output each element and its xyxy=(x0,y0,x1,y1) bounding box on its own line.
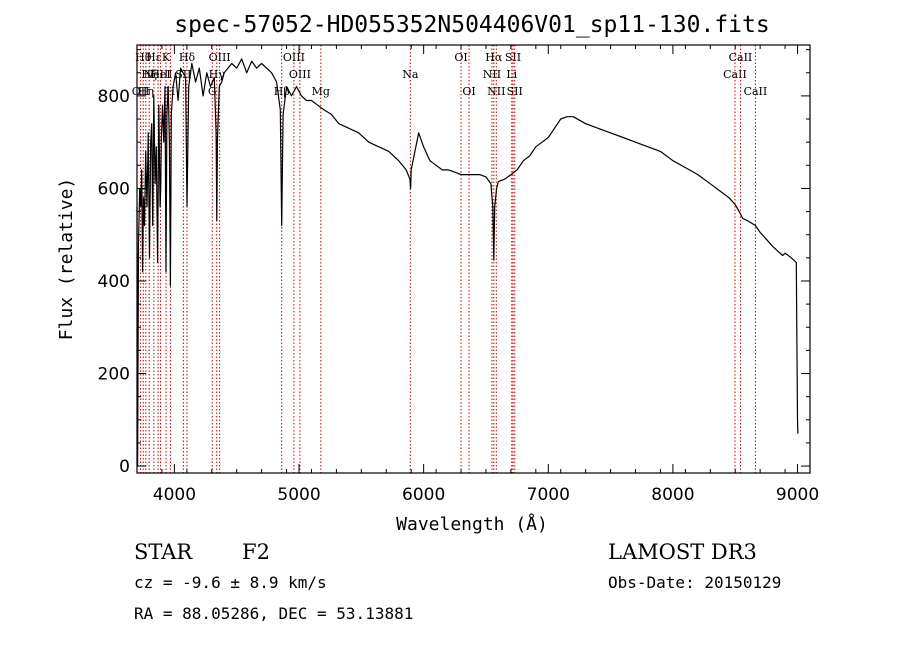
line-marker-label: NII xyxy=(487,85,505,98)
line-marker-label: OI xyxy=(462,85,475,98)
y-tick-label: 0 xyxy=(119,457,130,477)
line-marker-label: Hη xyxy=(138,85,154,98)
line-marker-label: NII xyxy=(483,68,501,81)
line-marker-label: Hγ xyxy=(209,68,226,81)
chart-title: spec-57052-HD055352N504406V01_sp11-130.f… xyxy=(174,12,769,38)
plot-frame xyxy=(136,44,811,474)
line-marker-label: SII xyxy=(507,85,523,98)
line-marker-label: OIII xyxy=(209,51,231,64)
tick-labels: 4000 5000 6000 7000 8000 9000 0 200 400 600 800 xyxy=(98,87,820,505)
line-marker-label: CaII xyxy=(729,51,753,64)
line-marker-label: OIII xyxy=(289,68,311,81)
object-class: STAR xyxy=(134,540,193,564)
sky-coordinates: RA = 88.05286, DEC = 53.13881 xyxy=(134,604,414,623)
line-marker-label: HeI xyxy=(150,68,170,81)
y-tick-label: 600 xyxy=(98,179,130,199)
x-tick-label: 6000 xyxy=(402,485,445,505)
spectrum-line xyxy=(136,58,799,467)
line-marker-label: OIII xyxy=(283,51,305,64)
line-marker-label: Hε xyxy=(146,51,162,64)
x-tick-label: 5000 xyxy=(277,485,320,505)
observation-date: Obs-Date: 20150129 xyxy=(608,573,782,592)
x-tick-label: 8000 xyxy=(651,485,694,505)
x-tick-label: 9000 xyxy=(776,485,819,505)
spectral-subclass: F2 xyxy=(242,540,270,564)
line-marker-label: Hα xyxy=(485,51,503,64)
line-marker-label: SII xyxy=(505,51,521,64)
y-tick-label: 800 xyxy=(98,87,130,107)
line-marker-label: Mg xyxy=(312,85,330,98)
line-marker-label: Li xyxy=(506,68,517,81)
x-tick-label: 4000 xyxy=(153,485,196,505)
line-marker-label: OII xyxy=(132,85,150,98)
x-tick-label: 7000 xyxy=(527,485,570,505)
line-marker-label: OI xyxy=(454,51,467,64)
line-marker-label: NeIII xyxy=(143,68,172,81)
line-marker-label: H xyxy=(166,85,176,98)
x-axis-label: Wavelength (Å) xyxy=(396,513,548,535)
redshift-info: cz = -9.6 ± 8.9 km/s xyxy=(134,573,327,592)
line-marker-label: Na xyxy=(402,68,419,81)
survey-release: LAMOST DR3 xyxy=(608,540,757,564)
axis-ticks xyxy=(136,45,811,473)
line-marker-label: Hζ xyxy=(141,68,157,81)
line-marker-label: G xyxy=(208,85,217,98)
y-tick-label: 400 xyxy=(98,272,130,292)
line-marker-label: CaII xyxy=(744,85,768,98)
y-tick-label: 200 xyxy=(98,365,130,385)
line-marker-label: CaII xyxy=(723,68,747,81)
line-marker-label: Hδ xyxy=(179,51,196,64)
line-marker-label: Hθ xyxy=(135,51,152,64)
line-markers: OIIHθHηHζHεNeIIIHeIKHHδSIIGHγOIIIHβOIIIO… xyxy=(132,45,767,473)
y-axis-label: Flux (relative) xyxy=(56,178,77,341)
line-marker-label: K xyxy=(162,51,171,64)
